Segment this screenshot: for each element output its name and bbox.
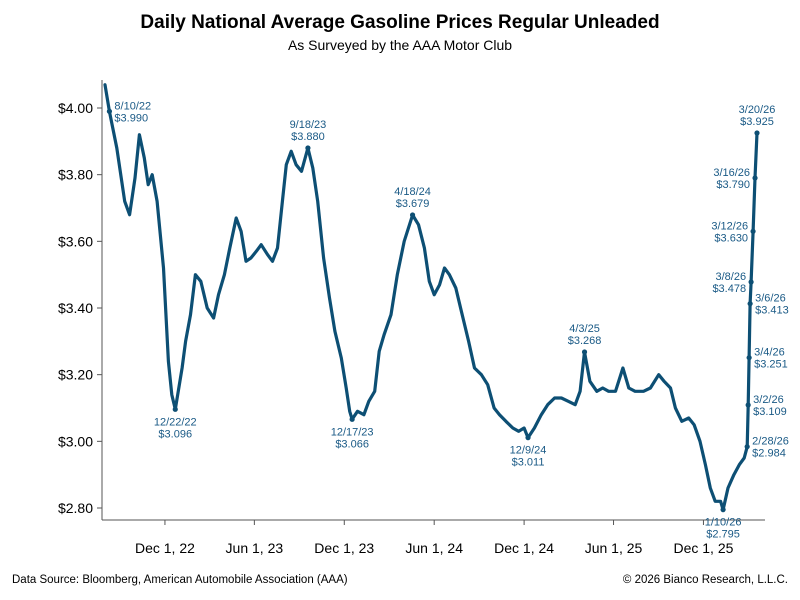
x-tick-label: Dec 1, 22 (135, 540, 195, 556)
annotation-value-label: $3.413 (755, 305, 789, 317)
y-tick-label: $2.80 (58, 500, 93, 516)
annotation-marker (106, 108, 113, 114)
x-tick-label: Dec 1, 25 (673, 540, 733, 556)
annotation-date-label: 3/2/26 (753, 394, 784, 406)
annotation-date-label: 3/12/26 (711, 220, 748, 232)
x-tick-label: Jun 1, 25 (585, 540, 643, 556)
annotation-value-label: $3.096 (158, 428, 192, 440)
annotation-value-label: $3.790 (716, 179, 750, 191)
annotation-marker (525, 435, 531, 441)
annotation-value-label: $3.630 (714, 232, 748, 244)
annotation-marker (744, 444, 750, 450)
annotation-date-label: 12/22/22 (154, 416, 197, 428)
x-tick-label: Dec 1, 23 (314, 540, 374, 556)
annotation-date-label: 9/18/23 (290, 119, 327, 131)
y-tick-label: $3.00 (58, 433, 93, 449)
copyright-note: © 2026 Bianco Research, L.L.C. (622, 574, 788, 586)
annotation-marker (746, 355, 752, 361)
annotation-date-label: 3/20/26 (739, 104, 776, 116)
annotation-date-label: 1/10/26 (705, 517, 742, 529)
annotation-date-label: 3/8/26 (716, 271, 747, 283)
y-tick-label: $3.40 (58, 300, 93, 316)
chart-title: Daily National Average Gasoline Prices R… (140, 12, 660, 33)
annotation-marker (747, 301, 753, 307)
annotation-marker (581, 349, 588, 355)
x-tick-label: Jun 1, 24 (405, 540, 463, 556)
y-tick-label: $3.80 (58, 167, 93, 183)
annotation-value-label: $3.679 (396, 198, 430, 210)
x-tick-label: Jun 1, 23 (226, 540, 284, 556)
annotation-marker (752, 175, 758, 181)
annotation-date-label: 3/4/26 (754, 347, 785, 359)
annotation-date-label: 4/18/24 (394, 186, 431, 198)
y-tick-label: $4.00 (58, 100, 93, 116)
annotation-date-label: 12/17/23 (331, 426, 374, 438)
y-tick-label: $3.20 (58, 367, 93, 383)
series-group (103, 83, 759, 512)
data-source-note: Data Source: Bloomberg, American Automob… (12, 574, 348, 586)
annotation-marker (750, 228, 756, 234)
annotation-date-label: 8/10/22 (114, 100, 151, 112)
annotation-value-label: $3.880 (291, 131, 325, 143)
y-tick-label: $3.60 (58, 233, 93, 249)
annotation-marker (745, 402, 751, 408)
annotation-value-label: $3.990 (114, 112, 148, 124)
annotation-date-label: 2/28/26 (752, 436, 789, 448)
annotation-value-label: $3.066 (335, 438, 369, 450)
annotation-value-label: $3.478 (712, 283, 746, 295)
x-tick-label: Dec 1, 24 (494, 540, 554, 556)
annotation-marker (349, 416, 355, 422)
annotation-value-label: $2.984 (752, 448, 786, 460)
price-line (103, 83, 759, 512)
annotation-value-label: $3.011 (512, 457, 545, 469)
annotation-marker (305, 145, 311, 151)
annotation-date-label: 4/3/25 (569, 323, 600, 335)
annotation-value-label: $3.925 (740, 116, 774, 128)
annotation-marker (754, 130, 760, 136)
annotation-value-label: $3.268 (568, 335, 602, 347)
annotation-date-label: 3/6/26 (755, 293, 786, 305)
annotation-value-label: $3.109 (753, 406, 787, 418)
annotation-value-label: $2.795 (706, 529, 740, 541)
annotation-date-label: 3/16/26 (713, 167, 750, 179)
chart-subtitle: As Surveyed by the AAA Motor Club (287, 37, 513, 53)
annotation-marker (172, 406, 178, 412)
y-axis: $2.80 $3.00 $3.20 $3.40 $3.60 $3.80 $4.00 (58, 80, 103, 520)
annotation-value-label: $3.251 (754, 359, 788, 371)
x-axis: Dec 1, 22 Jun 1, 23 Dec 1, 23 Jun 1, 24 Dec … (102, 519, 765, 556)
annotations-group: 8/10/22$3.990 12/22/22$3.096 9/18/23$3.880… (106, 100, 789, 541)
annotation-date-label: 12/9/24 (510, 445, 547, 457)
annotation-marker (409, 212, 416, 218)
annotation-marker (748, 279, 754, 285)
annotation-marker (720, 507, 726, 513)
